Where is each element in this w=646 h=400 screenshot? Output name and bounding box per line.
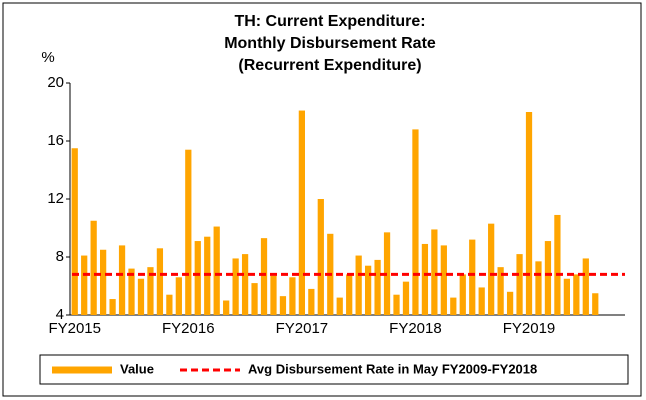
bar xyxy=(118,245,126,315)
bar xyxy=(128,268,135,315)
bar xyxy=(260,238,268,315)
bar xyxy=(81,255,88,315)
bar xyxy=(185,149,192,315)
bar xyxy=(100,249,107,315)
bar xyxy=(554,214,561,315)
x-tick-label: FY2019 xyxy=(503,320,556,337)
bar xyxy=(317,199,324,315)
y-tick-label: 4 xyxy=(56,306,64,323)
bar xyxy=(355,255,362,315)
y-tick-label: 16 xyxy=(47,132,64,149)
chart-title: TH: Current Expenditure: xyxy=(234,13,425,30)
bar xyxy=(346,274,353,315)
bar xyxy=(90,220,97,315)
bar xyxy=(393,294,400,315)
bar xyxy=(109,299,116,315)
bar xyxy=(478,287,485,315)
bar xyxy=(563,278,570,315)
y-tick-label: 8 xyxy=(56,248,64,265)
bar xyxy=(459,274,466,315)
chart-title: (Recurrent Expenditure) xyxy=(238,57,421,74)
bar xyxy=(525,112,533,315)
bar xyxy=(383,232,391,315)
x-tick-label: FY2017 xyxy=(276,320,329,337)
bar xyxy=(506,291,514,315)
bar xyxy=(431,229,438,315)
bar xyxy=(308,288,315,315)
x-tick-label: FY2018 xyxy=(389,320,442,337)
bar xyxy=(194,241,201,315)
bar xyxy=(544,241,552,315)
bar xyxy=(488,223,495,315)
bar xyxy=(71,148,78,315)
legend-label: Avg Disbursement Rate in May FY2009-FY20… xyxy=(248,361,537,376)
bar xyxy=(156,248,164,315)
bar xyxy=(497,267,504,315)
bar xyxy=(582,258,589,315)
legend-box xyxy=(39,354,629,385)
bar xyxy=(374,259,381,315)
chart-title: Monthly Disbursement Rate xyxy=(224,35,436,52)
bar xyxy=(516,254,523,315)
bar xyxy=(469,239,476,315)
bar xyxy=(592,293,599,315)
bar xyxy=(365,265,372,315)
x-tick-label: FY2016 xyxy=(162,320,215,337)
bar xyxy=(412,129,419,315)
bar xyxy=(232,258,239,315)
x-tick-label: FY2015 xyxy=(48,320,101,337)
bar xyxy=(279,296,287,315)
y-axis-label: % xyxy=(41,49,54,66)
bar xyxy=(450,297,457,315)
bar xyxy=(166,294,173,315)
legend-label: Value xyxy=(120,361,154,376)
y-tick-label: 20 xyxy=(47,74,64,91)
bar xyxy=(223,300,230,315)
bar xyxy=(251,283,258,315)
y-tick-label: 12 xyxy=(47,190,64,207)
bar xyxy=(298,110,305,315)
bar xyxy=(440,245,447,315)
bar xyxy=(213,226,220,315)
bar xyxy=(270,275,277,315)
bar xyxy=(175,277,182,315)
bar xyxy=(421,243,429,315)
bar xyxy=(147,267,154,315)
bar xyxy=(573,274,580,315)
bar xyxy=(402,281,410,315)
bar xyxy=(535,261,542,315)
bar xyxy=(289,277,296,315)
bar xyxy=(336,297,343,315)
bar xyxy=(241,254,249,315)
bar xyxy=(137,278,145,315)
